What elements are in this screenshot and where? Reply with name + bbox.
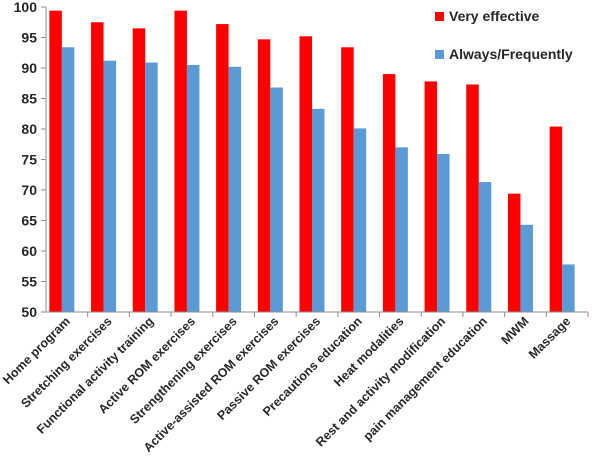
legend: Very effective Always/Frequently xyxy=(435,8,573,62)
bar-very-effective xyxy=(91,22,104,312)
bar-very-effective xyxy=(382,74,396,312)
bar-very-effective xyxy=(507,193,521,312)
bar-always-frequently xyxy=(228,66,242,312)
y-tick-label: 85 xyxy=(21,91,37,107)
y-tick-label: 60 xyxy=(21,243,37,259)
bar-always-frequently xyxy=(186,64,200,312)
bar-always-frequently xyxy=(61,47,75,312)
bar-very-effective xyxy=(341,47,354,312)
y-tick-label: 90 xyxy=(21,60,37,76)
y-tick-label: 70 xyxy=(21,182,37,198)
legend-swatch xyxy=(435,50,444,59)
y-tick-label: 75 xyxy=(21,152,37,168)
category-label: MWM xyxy=(499,314,532,347)
bar-always-frequently xyxy=(520,224,533,312)
bar-always-frequently xyxy=(437,154,450,312)
legend-swatch xyxy=(435,12,444,21)
y-tick-label: 55 xyxy=(21,274,37,290)
bar-very-effective xyxy=(174,10,187,312)
y-tick-label: 50 xyxy=(21,304,37,320)
y-axis: 50 55 60 65 70 75 80 85 90 95 100 xyxy=(14,0,47,320)
legend-label: Always/Frequently xyxy=(449,46,573,62)
bar-very-effective xyxy=(49,10,62,312)
bar-always-frequently xyxy=(395,147,408,312)
bar-very-effective xyxy=(216,24,229,313)
category-label: Massage xyxy=(526,314,573,361)
y-tick-label: 100 xyxy=(14,0,38,15)
bar-always-frequently xyxy=(103,60,117,313)
y-tick-label: 95 xyxy=(21,30,37,46)
bar-always-frequently xyxy=(270,87,283,313)
bars xyxy=(49,10,575,313)
bar-very-effective xyxy=(299,36,312,312)
bar-very-effective xyxy=(466,84,479,312)
bar-very-effective xyxy=(132,28,146,312)
bar-very-effective xyxy=(549,126,563,312)
bar-very-effective xyxy=(424,81,438,312)
bar-very-effective xyxy=(257,39,271,313)
y-tick-label: 65 xyxy=(21,213,37,229)
bar-always-frequently xyxy=(312,108,325,313)
y-tick-label: 80 xyxy=(21,121,37,137)
bar-always-frequently xyxy=(478,182,492,312)
legend-label: Very effective xyxy=(449,8,539,24)
bar-always-frequently xyxy=(562,264,575,312)
bar-always-frequently xyxy=(145,62,158,313)
bar-always-frequently xyxy=(353,128,367,312)
